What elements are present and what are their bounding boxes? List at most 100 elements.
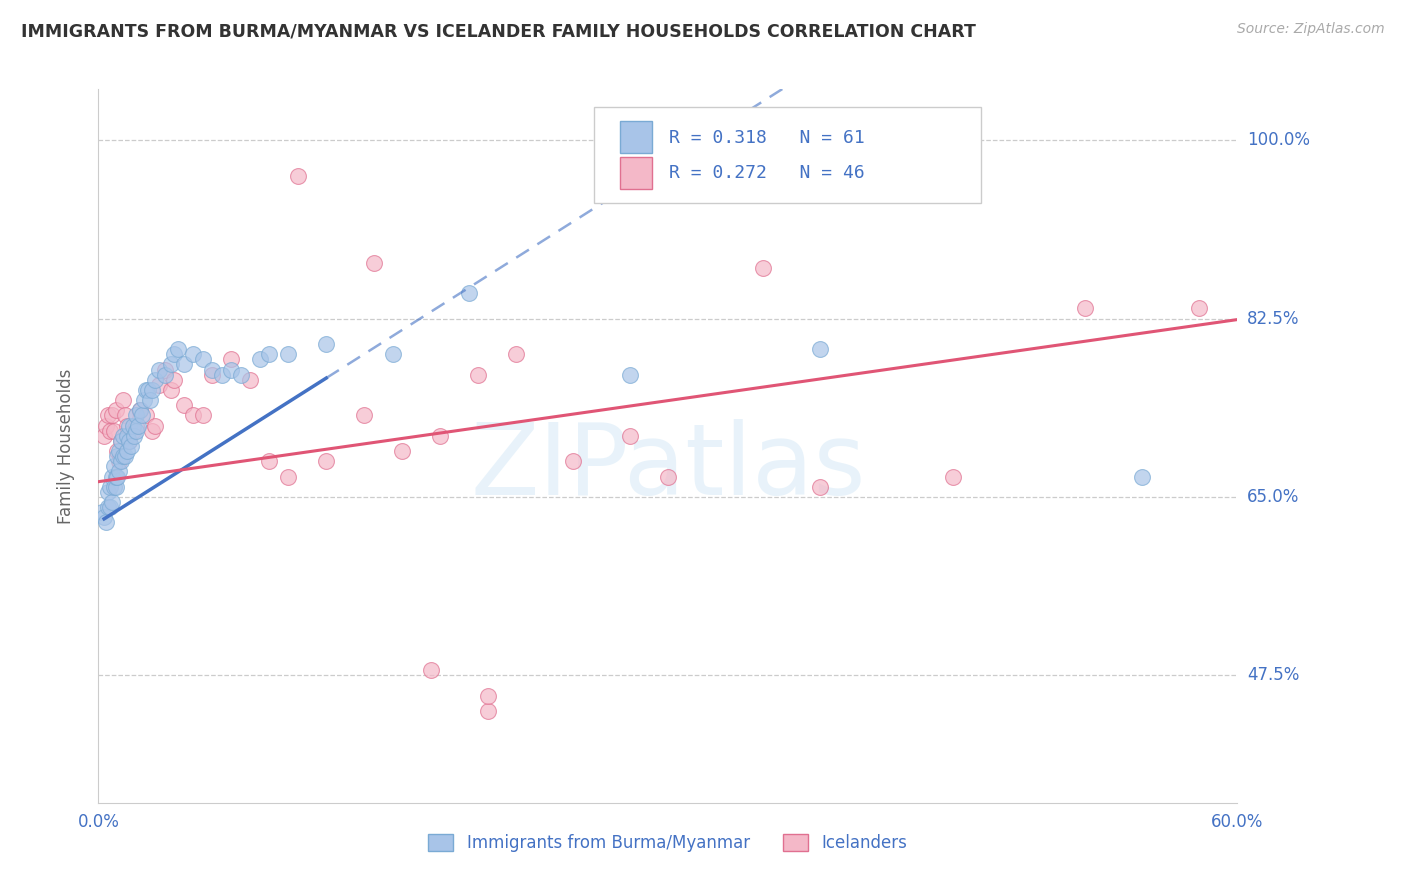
Point bbox=[98, 480, 121, 494]
Text: 82.5%: 82.5% bbox=[1247, 310, 1299, 327]
Point bbox=[108, 454, 131, 468]
Point bbox=[363, 255, 385, 269]
Point bbox=[127, 418, 149, 433]
Point bbox=[163, 347, 186, 361]
Y-axis label: Family Households: Family Households bbox=[56, 368, 75, 524]
Point bbox=[391, 444, 413, 458]
Point bbox=[562, 454, 585, 468]
Text: Source: ZipAtlas.com: Source: ZipAtlas.com bbox=[1237, 22, 1385, 37]
Point bbox=[118, 418, 141, 433]
Point bbox=[124, 429, 146, 443]
Point bbox=[183, 347, 205, 361]
Point bbox=[1188, 301, 1211, 316]
Point bbox=[429, 429, 451, 443]
Point bbox=[136, 383, 159, 397]
Point bbox=[135, 409, 157, 423]
Point bbox=[107, 469, 129, 483]
Point bbox=[183, 409, 205, 423]
Text: ZIPatlas: ZIPatlas bbox=[470, 419, 866, 516]
Point bbox=[457, 286, 479, 301]
Point bbox=[125, 424, 148, 438]
Point bbox=[201, 362, 224, 376]
Point bbox=[221, 362, 243, 376]
Point bbox=[173, 398, 195, 412]
Point bbox=[619, 368, 641, 382]
Point bbox=[115, 429, 138, 443]
Point bbox=[131, 409, 153, 423]
Point bbox=[100, 469, 122, 483]
Point bbox=[287, 169, 309, 183]
Point bbox=[163, 373, 186, 387]
Text: 47.5%: 47.5% bbox=[1247, 666, 1299, 684]
Point bbox=[145, 418, 167, 433]
Point bbox=[93, 510, 115, 524]
Point bbox=[94, 516, 117, 530]
Point bbox=[98, 500, 121, 515]
Point bbox=[115, 444, 138, 458]
Point bbox=[191, 352, 214, 367]
Point bbox=[100, 409, 122, 423]
FancyBboxPatch shape bbox=[620, 121, 652, 153]
Point bbox=[110, 434, 132, 448]
Point bbox=[808, 342, 831, 356]
Point bbox=[97, 409, 120, 423]
Point bbox=[381, 347, 404, 361]
Point bbox=[752, 260, 775, 275]
Point bbox=[125, 418, 148, 433]
Point bbox=[108, 465, 131, 479]
Point bbox=[129, 403, 152, 417]
Point bbox=[315, 454, 337, 468]
FancyBboxPatch shape bbox=[620, 157, 652, 189]
Point bbox=[100, 495, 122, 509]
Point bbox=[107, 444, 129, 458]
Point bbox=[135, 383, 157, 397]
Point bbox=[1074, 301, 1097, 316]
Point bbox=[103, 480, 125, 494]
Point bbox=[91, 505, 114, 519]
Point bbox=[112, 393, 135, 408]
Point bbox=[167, 342, 190, 356]
Point bbox=[467, 368, 489, 382]
Point bbox=[103, 424, 125, 438]
Text: IMMIGRANTS FROM BURMA/MYANMAR VS ICELANDER FAMILY HOUSEHOLDS CORRELATION CHART: IMMIGRANTS FROM BURMA/MYANMAR VS ICELAND… bbox=[21, 22, 976, 40]
Point bbox=[110, 434, 132, 448]
Point bbox=[505, 347, 527, 361]
Point bbox=[419, 663, 441, 677]
Point bbox=[120, 439, 142, 453]
Point bbox=[259, 347, 281, 361]
Point bbox=[173, 358, 195, 372]
Text: R = 0.318   N = 61: R = 0.318 N = 61 bbox=[669, 128, 865, 146]
Point bbox=[148, 362, 170, 376]
Point bbox=[259, 454, 281, 468]
Point bbox=[94, 418, 117, 433]
Point bbox=[118, 434, 141, 448]
Point bbox=[104, 403, 127, 417]
Point bbox=[808, 480, 831, 494]
Point bbox=[104, 480, 127, 494]
Point bbox=[98, 424, 121, 438]
Point bbox=[277, 347, 299, 361]
Point bbox=[159, 358, 181, 372]
Point bbox=[229, 368, 252, 382]
Point bbox=[138, 393, 160, 408]
Point bbox=[221, 352, 243, 367]
Point bbox=[619, 429, 641, 443]
Text: 65.0%: 65.0% bbox=[1247, 488, 1299, 506]
Point bbox=[148, 377, 170, 392]
Point bbox=[211, 368, 233, 382]
Point bbox=[153, 368, 176, 382]
Point bbox=[114, 409, 136, 423]
Point bbox=[141, 383, 163, 397]
Point bbox=[477, 704, 499, 718]
Point bbox=[239, 373, 262, 387]
Point bbox=[108, 444, 131, 458]
Point bbox=[277, 469, 299, 483]
Legend: Immigrants from Burma/Myanmar, Icelanders: Immigrants from Burma/Myanmar, Icelander… bbox=[422, 827, 914, 859]
Point bbox=[115, 418, 138, 433]
Point bbox=[121, 424, 143, 438]
Point bbox=[93, 429, 115, 443]
Point bbox=[145, 373, 167, 387]
Point bbox=[191, 409, 214, 423]
Point bbox=[153, 362, 176, 376]
Point bbox=[112, 429, 135, 443]
